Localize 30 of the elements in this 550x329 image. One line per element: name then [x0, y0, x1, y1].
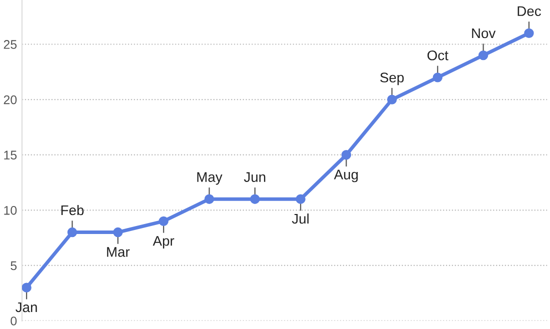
x-tick-label: Mar [107, 247, 130, 257]
y-tick-label: 10 [4, 206, 17, 215]
x-tick-label: May [197, 172, 222, 185]
x-tick-label: Nov [472, 28, 496, 38]
x-tick-label: Apr [152, 236, 174, 249]
x-tick-label: Jul [292, 213, 309, 224]
x-tick-label: Feb [61, 204, 84, 216]
x-tick-label: Jun [244, 172, 266, 182]
point [250, 194, 260, 204]
point [67, 227, 78, 238]
point [432, 72, 442, 82]
y-tick-label: 25 [4, 40, 17, 49]
point [204, 194, 214, 204]
point [341, 150, 352, 160]
y-tick-label: 20 [4, 95, 17, 104]
x-tick-label: Sep [380, 72, 404, 86]
x-tick-label: Oct [427, 50, 448, 60]
point [296, 194, 306, 204]
point [478, 50, 488, 60]
y-tick-label: 15 [4, 150, 17, 160]
point [387, 94, 397, 104]
point [158, 216, 168, 226]
y-tick-label: 5 [10, 261, 17, 270]
point [22, 282, 32, 292]
x-tick-label: Dec [518, 6, 541, 16]
point [113, 227, 123, 238]
point [524, 28, 534, 38]
x-tick-label: Aug [334, 170, 358, 182]
x-tick-label: Jan [16, 302, 37, 312]
y-tick-label: 0 [10, 316, 17, 326]
